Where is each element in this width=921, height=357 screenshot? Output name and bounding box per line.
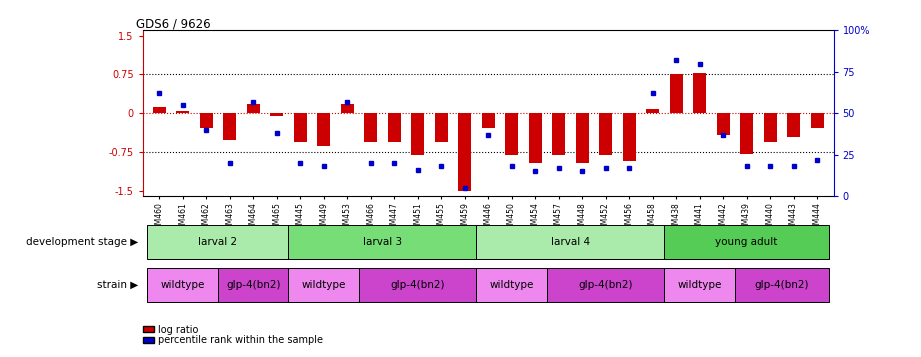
Bar [694, 73, 706, 113]
Bar [388, 113, 401, 142]
Text: young adult: young adult [716, 237, 777, 247]
Text: log ratio: log ratio [158, 325, 199, 335]
Text: wildtype: wildtype [301, 280, 346, 290]
Bar [740, 113, 753, 154]
Bar [647, 109, 659, 113]
Text: glp-4(bn2): glp-4(bn2) [578, 280, 633, 290]
Bar [664, 268, 735, 302]
Text: glp-4(bn2): glp-4(bn2) [391, 280, 445, 290]
Bar [717, 113, 729, 135]
Bar [735, 268, 829, 302]
Bar [664, 225, 829, 259]
Text: larval 3: larval 3 [363, 237, 402, 247]
Text: glp-4(bn2): glp-4(bn2) [754, 280, 809, 290]
Bar [435, 113, 448, 142]
Bar [576, 113, 589, 163]
Bar [600, 113, 612, 155]
Bar [764, 113, 776, 142]
Bar [288, 268, 359, 302]
Text: development stage ▶: development stage ▶ [26, 237, 138, 247]
Bar [810, 113, 823, 128]
Bar [476, 268, 547, 302]
Text: larval 4: larval 4 [551, 237, 590, 247]
Bar [200, 113, 213, 128]
Bar [547, 268, 664, 302]
Bar [670, 75, 682, 113]
Bar [176, 111, 189, 113]
Text: larval 2: larval 2 [198, 237, 238, 247]
Bar [223, 113, 236, 140]
Bar [247, 104, 260, 113]
Bar [411, 113, 424, 155]
Text: strain ▶: strain ▶ [97, 280, 138, 290]
Bar [505, 113, 519, 155]
Bar [270, 113, 283, 116]
Bar [288, 225, 476, 259]
Bar [294, 113, 307, 142]
Bar [341, 104, 354, 113]
Bar [787, 113, 800, 137]
Bar [153, 107, 166, 113]
Text: GDS6 / 9626: GDS6 / 9626 [136, 17, 211, 30]
Text: percentile rank within the sample: percentile rank within the sample [158, 335, 323, 345]
Bar [529, 113, 542, 163]
Bar [553, 113, 565, 155]
Bar [359, 268, 476, 302]
Bar [623, 113, 635, 161]
Bar [147, 225, 288, 259]
Text: wildtype: wildtype [678, 280, 722, 290]
Bar [482, 113, 495, 128]
Bar [317, 113, 330, 146]
Bar [476, 225, 664, 259]
Bar [364, 113, 377, 142]
Text: wildtype: wildtype [160, 280, 204, 290]
Bar [458, 113, 472, 191]
Text: glp-4(bn2): glp-4(bn2) [226, 280, 280, 290]
Bar [147, 268, 218, 302]
Text: wildtype: wildtype [489, 280, 534, 290]
Bar [218, 268, 288, 302]
